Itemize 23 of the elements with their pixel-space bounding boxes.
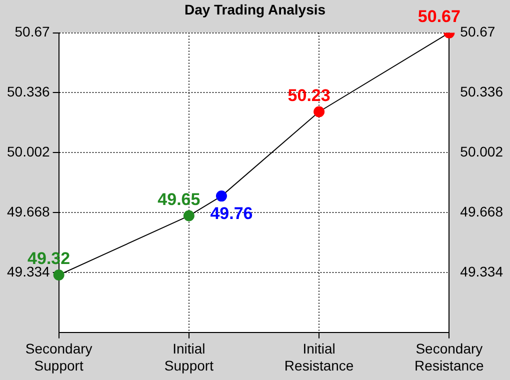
chart-title: Day Trading Analysis — [184, 1, 326, 18]
y2-tick-label: 49.668 — [460, 203, 504, 220]
point — [216, 190, 227, 202]
x-tick-label: Secondary Support — [25, 340, 92, 374]
data-label: 50.67 — [418, 6, 460, 26]
data-label: 50.23 — [288, 86, 330, 105]
data-label: 49.76 — [210, 204, 253, 224]
y2-tick-label: 50.67 — [460, 24, 496, 40]
y-tick-label: 50.336 — [6, 84, 50, 100]
point — [183, 210, 194, 222]
y2-tick-label: 50.336 — [460, 84, 504, 100]
y-tick-label: 49.668 — [6, 203, 50, 220]
point — [314, 106, 325, 118]
y2-tick-label: 49.334 — [460, 263, 504, 280]
y-tick-label: 49.334 — [6, 263, 50, 280]
x-tick-label: Initial Resistance — [284, 340, 354, 374]
x-tick-label: Initial Support — [164, 340, 214, 374]
y-tick-label: 50.002 — [6, 144, 50, 160]
y-tick-label: 50.67 — [14, 24, 50, 40]
data-label: 49.65 — [158, 190, 200, 209]
point — [53, 269, 64, 280]
y2-tick-label: 50.002 — [460, 144, 504, 160]
x-tick-label: Secondary Resistance — [414, 340, 484, 374]
